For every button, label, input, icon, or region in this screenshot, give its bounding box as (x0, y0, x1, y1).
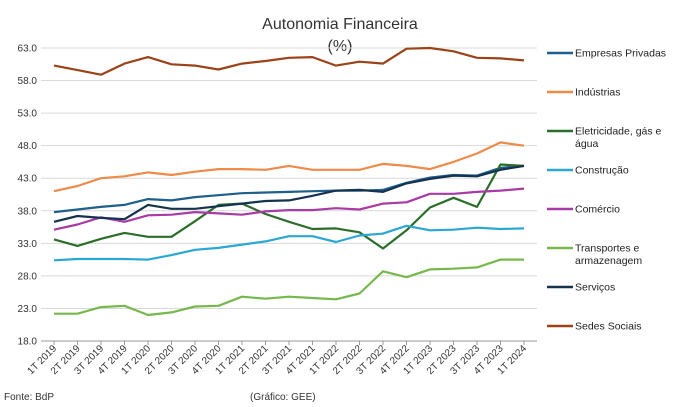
y-tick-label: 28.0 (18, 271, 38, 282)
series-line (54, 258, 524, 317)
series-line (53, 224, 525, 262)
chart-subtitle: (%) (328, 38, 353, 55)
legend: Empresas Privadas Indústrias Eletricidade,… (547, 48, 666, 333)
y-tick-label: 38.0 (18, 206, 38, 217)
series-line (53, 141, 525, 193)
y-tick-label: 23.0 (18, 304, 38, 315)
legend-label: Serviços (575, 282, 615, 294)
y-tick-label: 63.0 (18, 44, 38, 55)
y-tick-label: 53.0 (18, 109, 38, 120)
series-line (53, 187, 525, 231)
series-line (53, 164, 525, 223)
series-line (53, 163, 525, 250)
series-line (53, 46, 525, 76)
series-line (53, 164, 525, 214)
legend-label: Empresas Privadas (575, 48, 666, 60)
legend-label: Eletricidade, gás e (575, 126, 662, 138)
chart-title: Autonomia Financeira (262, 16, 418, 33)
legend-label: Transportes e (575, 243, 640, 255)
y-tick-label: 48.0 (18, 141, 38, 152)
legend-label: Comércio (575, 204, 620, 216)
legend-label: Sedes Sociais (575, 321, 642, 333)
source-note: Fonte: BdP (4, 392, 54, 403)
y-tick-label: 18.0 (18, 337, 38, 348)
series-lines (53, 46, 525, 317)
y-axis: 18.0 23.0 28.0 33.0 38.0 43.0 48.0 53.0 58.0 63.0 (18, 44, 38, 348)
credit-note: (Gráfico: GEE) (250, 392, 316, 403)
legend-label-continued: armazenagem (575, 255, 642, 267)
y-tick-label: 43.0 (18, 174, 38, 185)
legend-label: Indústrias (575, 87, 621, 99)
legend-label-continued: água (575, 138, 599, 150)
y-tick-label: 33.0 (18, 239, 38, 250)
legend-label: Construção (575, 165, 629, 177)
y-tick-label: 58.0 (18, 76, 38, 87)
